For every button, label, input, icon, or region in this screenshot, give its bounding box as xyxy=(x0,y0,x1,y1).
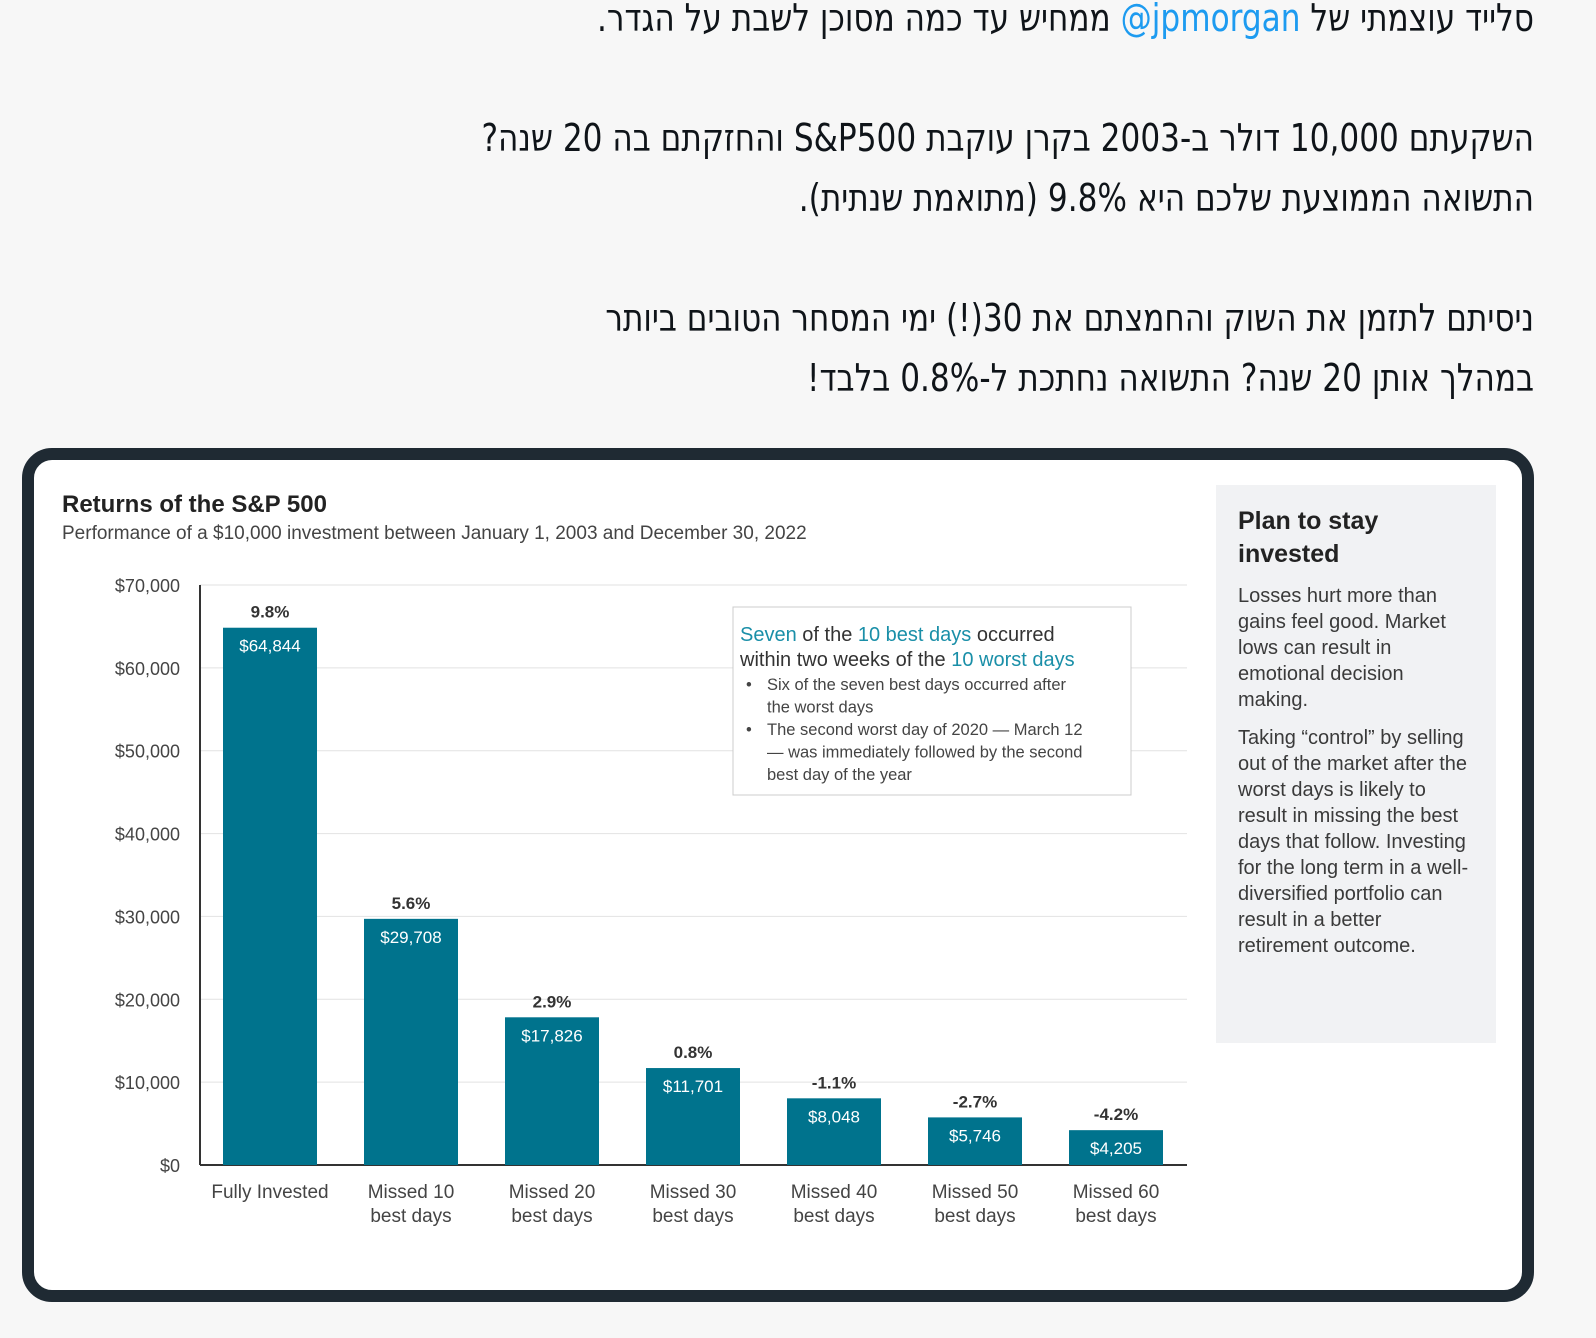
return-label: -1.1% xyxy=(812,1073,856,1092)
bar-value-label: $29,708 xyxy=(380,928,441,947)
mention-link[interactable]: @jpmorgan xyxy=(1120,0,1301,40)
bullet-text: The second worst day of 2020 — March 12 xyxy=(767,721,1083,739)
x-tick-label: Missed 20 xyxy=(509,1182,596,1203)
bullet-text: the worst days xyxy=(767,699,873,717)
annotation-box: Seven of the 10 best days occurred withi… xyxy=(732,606,1132,796)
x-tick-label: Missed 60 xyxy=(1073,1182,1160,1203)
panel-title: Plan to stay invested xyxy=(1238,507,1379,568)
bar xyxy=(223,627,317,1165)
bar-chart: Returns of the S&P 500 Performance of a … xyxy=(62,491,1187,1227)
bullet-text: best day of the year xyxy=(767,766,912,784)
tweet-line: במהלך אותן 20 שנה? התשואה נחתכת ל-0.8% ב… xyxy=(807,356,1534,400)
bar xyxy=(364,918,458,1165)
chart-title: Returns of the S&P 500 xyxy=(62,491,327,518)
return-label: 5.6% xyxy=(392,894,431,913)
return-label: 2.9% xyxy=(533,992,572,1011)
y-tick-label: $20,000 xyxy=(115,990,180,1010)
y-tick-label: $0 xyxy=(160,1156,180,1176)
bar-value-label: $11,701 xyxy=(663,1077,723,1096)
bar xyxy=(505,1017,599,1165)
bar xyxy=(787,1098,881,1165)
bullet-text: Six of the seven best days occurred afte… xyxy=(767,676,1066,694)
y-tick-label: $30,000 xyxy=(115,907,180,927)
bar xyxy=(1069,1130,1163,1165)
panel-paragraph: Taking “control” by selling out of the m… xyxy=(1238,727,1469,957)
bar-value-label: $4,205 xyxy=(1090,1139,1142,1158)
x-tick-label: Missed 40 xyxy=(791,1182,878,1203)
return-label: -4.2% xyxy=(1094,1105,1138,1124)
return-label: -2.7% xyxy=(953,1092,997,1111)
bar xyxy=(646,1068,740,1165)
x-tick-label: Fully Invested xyxy=(211,1182,328,1203)
tweet-text: סלייד עוצמתי של @jpmorgan ממחיש עד כמה מ… xyxy=(304,0,1534,408)
panel-paragraph: Losses hurt more than gains feel good. M… xyxy=(1238,585,1446,711)
bar-value-label: $17,826 xyxy=(521,1026,582,1045)
x-tick-label: Missed 10 xyxy=(368,1182,455,1203)
svg-text:Seven of the 10 best days occu: Seven of the 10 best days occurred xyxy=(740,624,1055,646)
y-tick-label: $70,000 xyxy=(115,576,180,596)
x-tick-label: best days xyxy=(934,1206,1015,1227)
chart-image[interactable]: Returns of the S&P 500 Performance of a … xyxy=(22,448,1534,1302)
y-tick-label: $40,000 xyxy=(115,825,180,845)
x-tick-label: best days xyxy=(652,1206,733,1227)
bar-value-label: $64,844 xyxy=(239,637,300,656)
return-label: 0.8% xyxy=(674,1043,713,1062)
bullet-icon: • xyxy=(746,676,752,694)
bar xyxy=(928,1117,1022,1165)
x-tick-label: best days xyxy=(793,1206,874,1227)
x-tick-label: best days xyxy=(511,1206,592,1227)
tweet-line: סלייד עוצמתי של @jpmorgan ממחיש עד כמה מ… xyxy=(304,0,1534,48)
y-tick-label: $60,000 xyxy=(115,659,180,679)
tweet-line: התשואה הממוצעת שלכם היא 9.8% (מתואמת שנת… xyxy=(798,176,1534,220)
tweet-line: השקעתם 10,000 דולר ב-2003 בקרן עוקבת S&P… xyxy=(481,116,1534,160)
y-tick-label: $50,000 xyxy=(115,742,180,762)
bullet-icon: • xyxy=(746,721,752,739)
x-tick-label: best days xyxy=(370,1206,451,1227)
x-tick-label: Missed 30 xyxy=(650,1182,737,1203)
side-panel: Plan to stay invested Losses hurt more t… xyxy=(1216,485,1496,1043)
bar-value-label: $8,048 xyxy=(808,1107,860,1126)
bar-value-label: $5,746 xyxy=(949,1126,1001,1145)
tweet-line: ניסיתם לתזמן את השוק והחמצתם את 30(!) ימ… xyxy=(605,296,1534,340)
x-tick-label: best days xyxy=(1075,1206,1156,1227)
bullet-text: — was immediately followed by the second xyxy=(767,744,1082,762)
return-label: 9.8% xyxy=(251,603,290,622)
chart-subtitle: Performance of a $10,000 investment betw… xyxy=(62,523,807,544)
y-tick-label: $10,000 xyxy=(115,1073,180,1093)
x-tick-label: Missed 50 xyxy=(932,1182,1019,1203)
svg-text:within two weeks of the 10 wor: within two weeks of the 10 worst days xyxy=(739,649,1075,671)
